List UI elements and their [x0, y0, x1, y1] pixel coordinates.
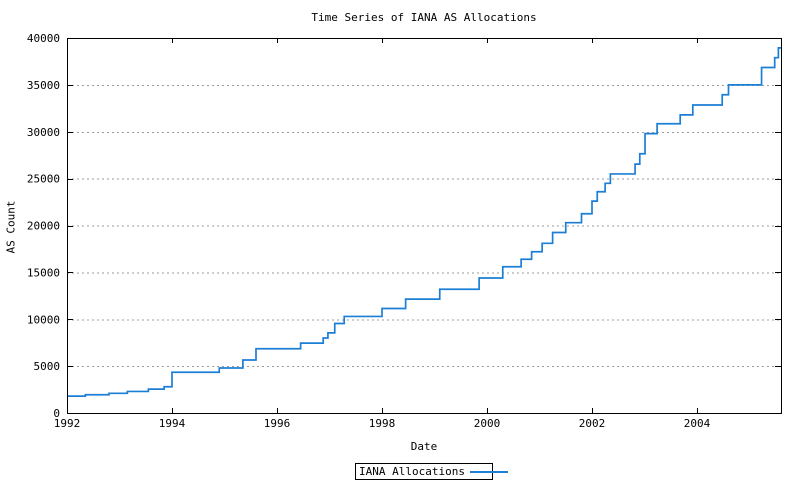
legend-series-label: IANA Allocations [359, 465, 465, 478]
y-tick-label: 5000 [34, 360, 61, 373]
legend-box: IANA Allocations [355, 463, 508, 480]
axes-frame [67, 38, 782, 414]
x-tick-label: 2004 [684, 417, 711, 430]
chart-title: Time Series of IANA AS Allocations [311, 11, 537, 24]
y-tick-label: 15000 [27, 266, 60, 279]
x-tick-label: 1992 [54, 417, 81, 430]
x-tick-label: 1998 [369, 417, 396, 430]
x-axis-title: Date [410, 440, 438, 453]
y-tick-label: 25000 [27, 173, 60, 186]
tick-labels: 0 5000 10000 15000 20000 25000 30000 35000 40000… [27, 32, 711, 430]
x-tick-label: 1996 [264, 417, 291, 430]
x-tick-label: 2000 [474, 417, 501, 430]
legend-line-sample [469, 470, 508, 473]
x-tick-label: 1994 [159, 417, 186, 430]
y-tick-label: 40000 [27, 32, 60, 45]
y-tick-label: 30000 [27, 126, 60, 139]
data-series-line [67, 46, 781, 397]
y-tick-label: 10000 [27, 313, 60, 326]
y-tick-label: 0 [53, 407, 60, 420]
y-tick-label: 35000 [27, 79, 60, 92]
x-tick-label: 2002 [579, 417, 606, 430]
gridlines [67, 84, 781, 368]
y-tick-label: 20000 [27, 220, 60, 233]
